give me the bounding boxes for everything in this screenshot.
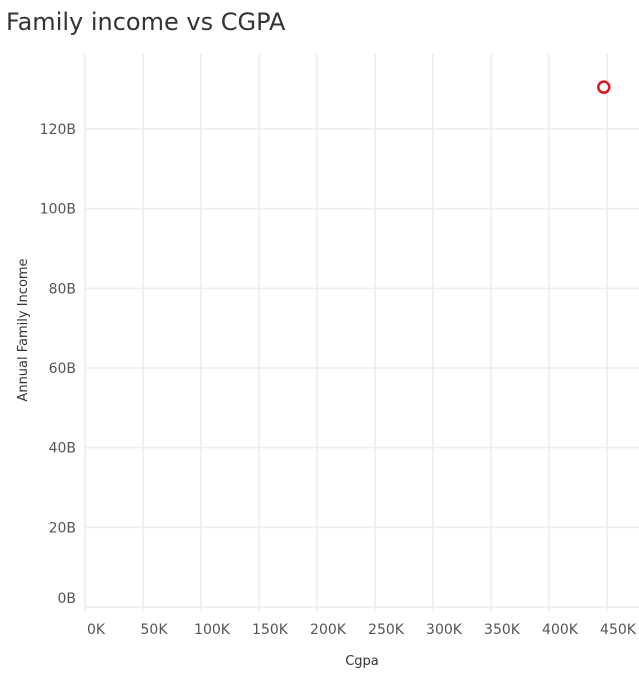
y-axis-title: Annual Family Income bbox=[16, 258, 31, 401]
x-tick-label: 450K bbox=[600, 622, 637, 638]
x-axis-title: Cgpa bbox=[345, 654, 379, 669]
x-tick-label: 0K bbox=[87, 622, 106, 638]
x-tick-label: 250K bbox=[368, 622, 405, 638]
x-tick-label: 200K bbox=[310, 622, 347, 638]
y-tick-label: 100B bbox=[40, 202, 76, 218]
x-tick-label: 300K bbox=[426, 622, 463, 638]
y-axis-ticks: 0B 20B 40B 60B 80B 100B 120B bbox=[40, 122, 76, 607]
scatter-point bbox=[597, 80, 611, 94]
x-tick-label: 50K bbox=[141, 622, 169, 638]
y-tick-label: 120B bbox=[40, 122, 76, 138]
x-tick-label: 150K bbox=[252, 622, 289, 638]
y-tick-label: 80B bbox=[49, 281, 76, 297]
y-tick-label: 0B bbox=[57, 591, 76, 607]
y-tick-label: 40B bbox=[49, 441, 76, 457]
chart-title: Family income vs CGPA bbox=[6, 8, 286, 36]
x-tick-label: 400K bbox=[542, 622, 579, 638]
x-tick-label: 100K bbox=[194, 622, 231, 638]
x-axis-ticks: 0K 50K 100K 150K 200K 250K 300K 350K 400K 450K bbox=[87, 622, 637, 638]
grid-lines bbox=[84, 54, 639, 611]
data-points bbox=[597, 80, 611, 94]
y-tick-label: 60B bbox=[49, 361, 76, 377]
y-tick-label: 20B bbox=[49, 520, 76, 536]
x-tick-label: 350K bbox=[484, 622, 521, 638]
